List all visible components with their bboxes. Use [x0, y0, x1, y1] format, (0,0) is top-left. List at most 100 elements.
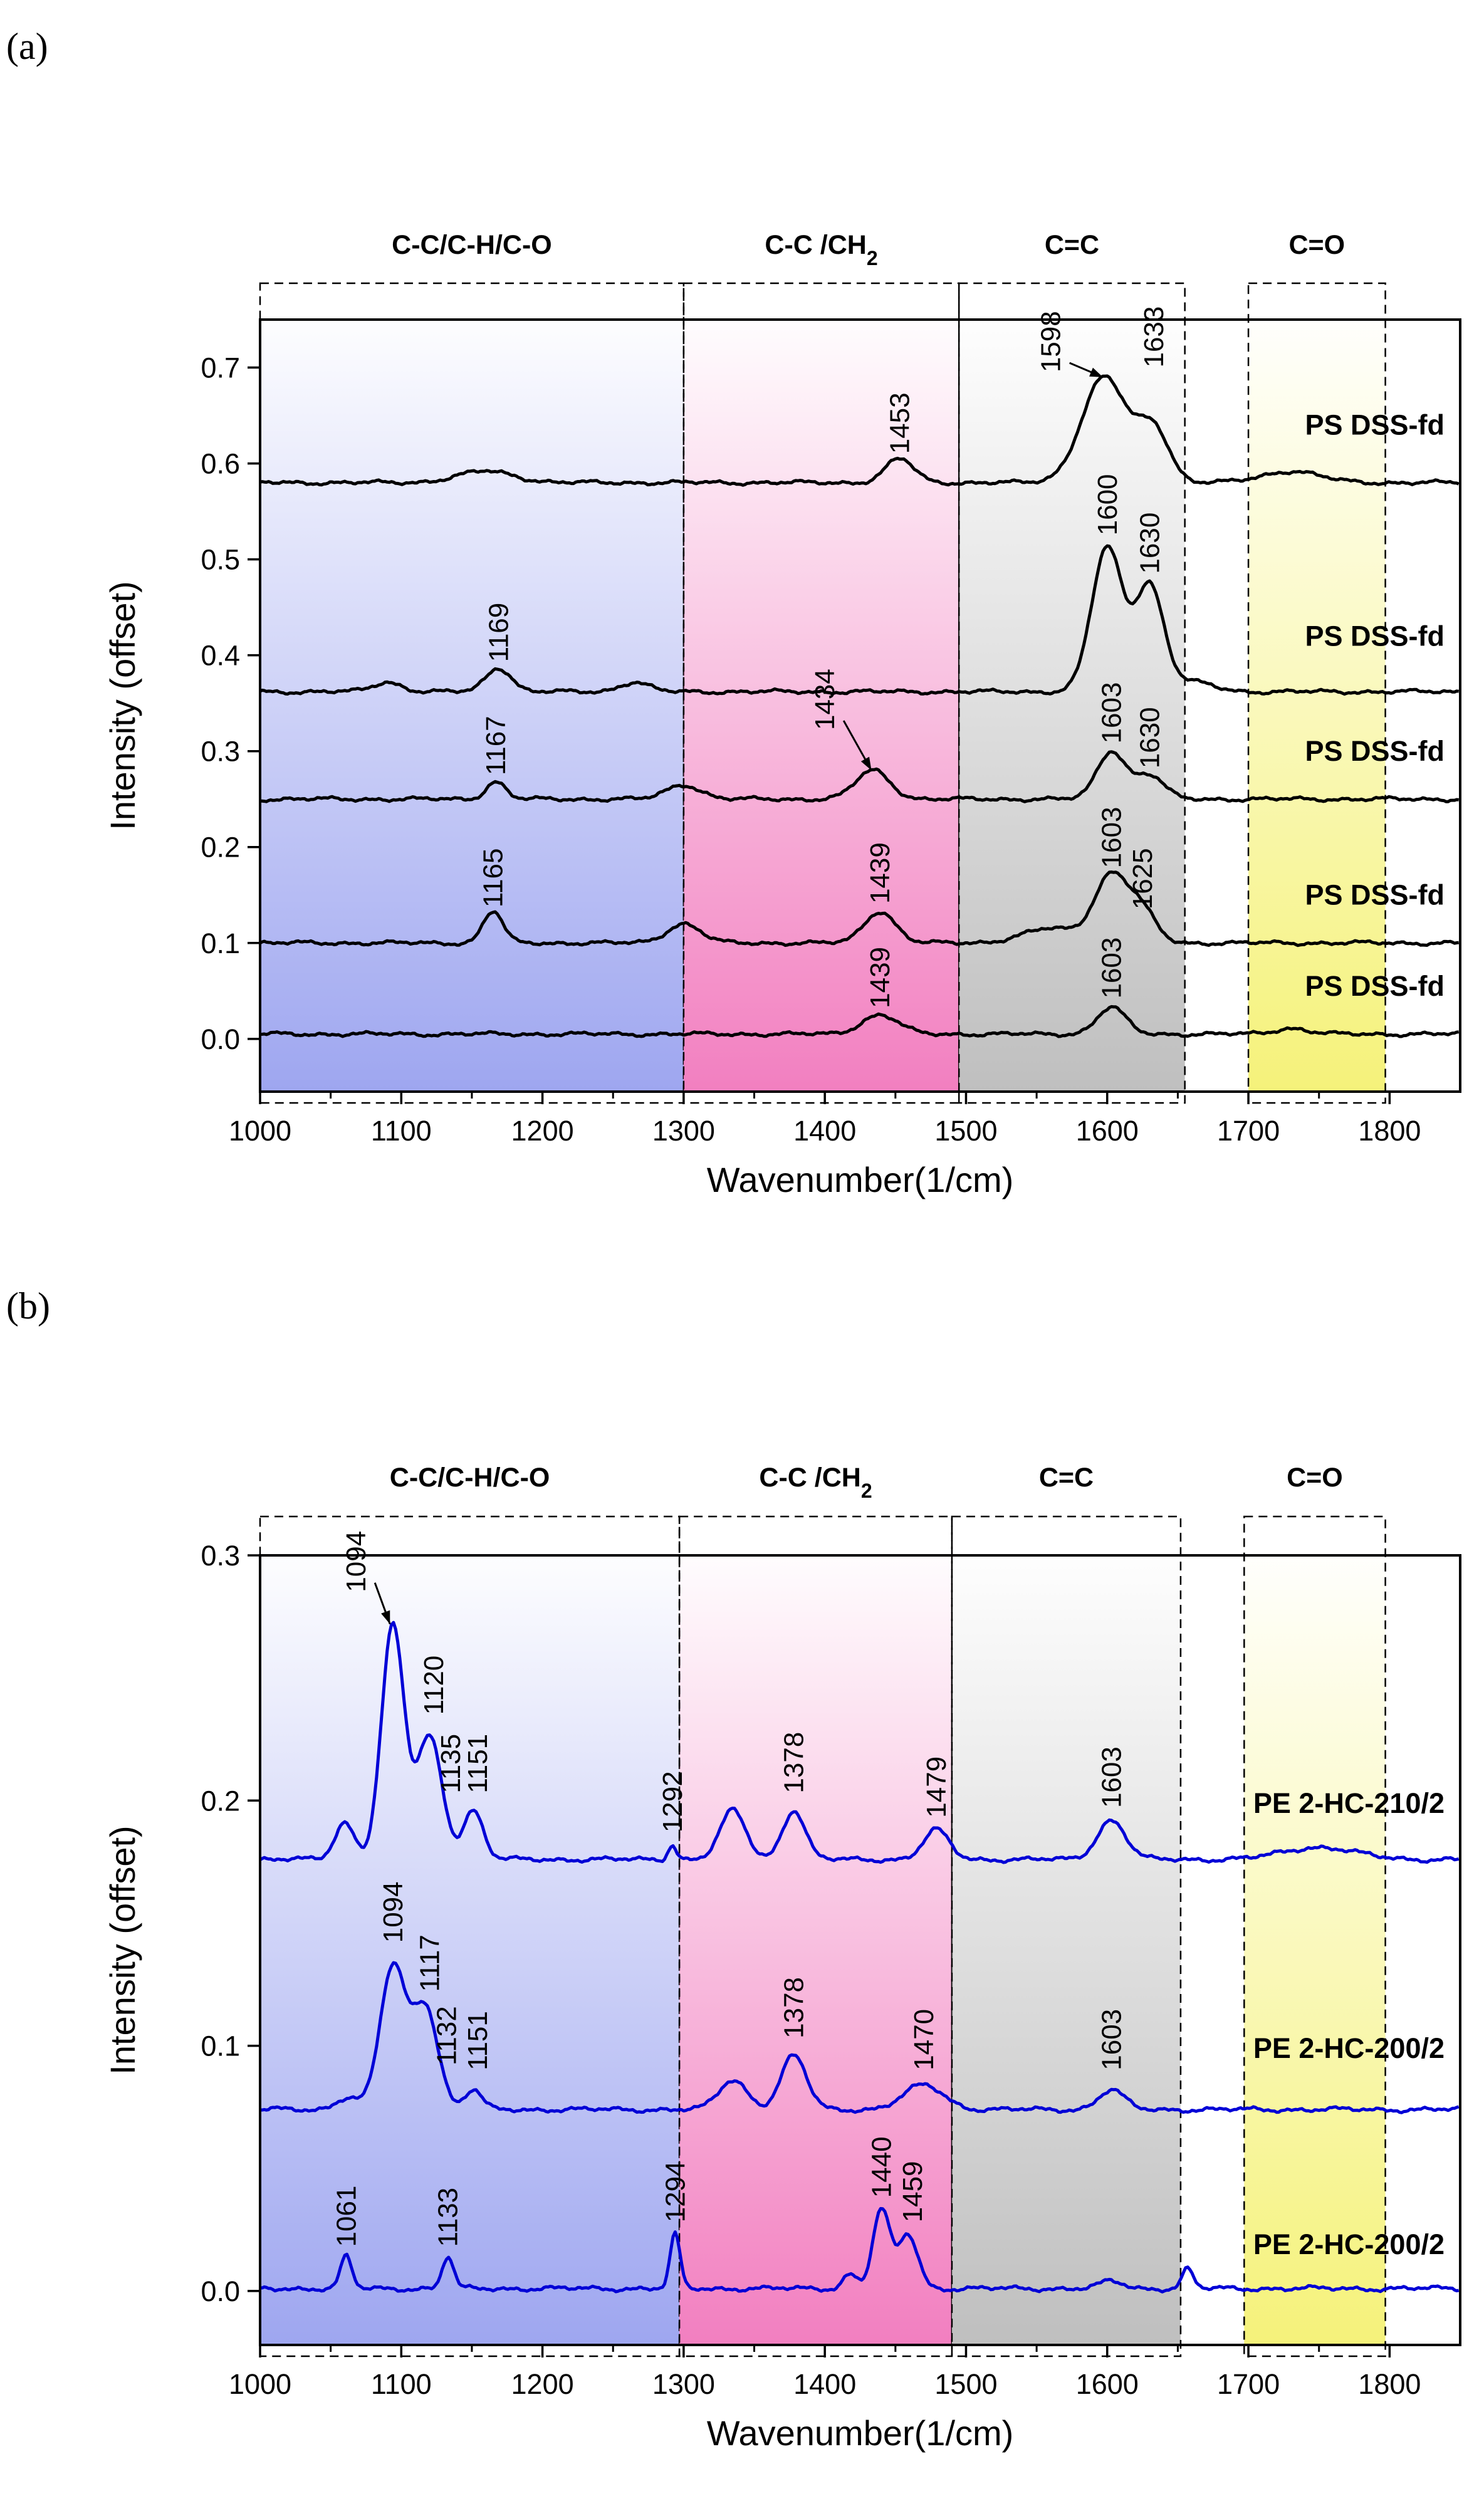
peak-label: 1378 [779, 1732, 810, 1793]
x-tick-label: 1400 [793, 2368, 856, 2400]
x-tick-label: 1800 [1358, 2368, 1421, 2400]
series-label: PE 2-HC-210/2 [1253, 1787, 1445, 1819]
region-dashed-box [951, 1515, 1182, 2357]
region-label-subscript: 2 [861, 1480, 872, 1502]
region-label-main: C=C [1045, 230, 1099, 260]
peak-label: 1167 [481, 716, 511, 775]
y-tick-label: 0.2 [201, 832, 240, 864]
series-label: PS DSS-fd [1305, 409, 1445, 441]
region-fill [260, 320, 684, 1092]
peak-label: 1151 [462, 1734, 493, 1793]
series-label: PS DSS-fd [1305, 735, 1445, 767]
peak-label: 1439 [865, 842, 896, 904]
peak-label: 1633 [1139, 306, 1169, 368]
region-label-main: C=C [1039, 1463, 1094, 1493]
peak-label: 1294 [660, 2161, 691, 2222]
y-tick-label: 0.2 [201, 1785, 240, 1817]
peak-label: 1061 [331, 2186, 362, 2247]
x-tick-label: 1800 [1358, 1115, 1421, 1147]
region-fill [679, 1555, 952, 2345]
peak-label: 1135 [436, 1734, 466, 1793]
series-label: PE 2-HC-200/2 [1253, 2032, 1445, 2064]
series-line [259, 2206, 1460, 2294]
x-tick-label: 1400 [793, 1115, 856, 1147]
region-fill [959, 320, 1185, 1092]
x-tick-label: 1600 [1076, 2368, 1139, 2400]
x-tick-label: 1300 [652, 2368, 715, 2400]
peak-label: 1434 [810, 669, 840, 730]
y-tick-label: 0.3 [201, 1540, 240, 1572]
x-tick-label: 1500 [934, 1115, 997, 1147]
region-label: C=C [1045, 230, 1099, 260]
peak-arrow-head [860, 756, 872, 771]
panel-a-label: (a) [6, 26, 48, 67]
series-label: PS DSS-fd [1305, 970, 1445, 1002]
series-line [259, 1621, 1460, 1864]
x-tick-label: 1600 [1076, 1115, 1139, 1147]
peak-label: 1470 [909, 2009, 939, 2070]
peak-arrow-head [1089, 367, 1104, 377]
region-label: C-C/C-H/C-O [390, 1463, 550, 1493]
peak-label: 1453 [885, 392, 916, 454]
peak-label: 1440 [866, 2136, 897, 2198]
peak-label: 1120 [419, 1656, 449, 1715]
y-tick-label: 0.0 [201, 1023, 240, 1055]
y-tick-label: 0.3 [201, 736, 240, 768]
region-label: C=O [1287, 1463, 1343, 1493]
peak-label: 1603 [1097, 1746, 1127, 1808]
series-line [259, 1961, 1460, 2114]
peak-arrow-head [381, 1610, 390, 1624]
series-line [260, 750, 1460, 803]
peak-label: 1117 [414, 1934, 445, 1992]
x-tick-label: 1100 [371, 2368, 432, 2400]
plot-frame [259, 1554, 1461, 2346]
peak-label: 1603 [1097, 937, 1127, 999]
y-tick-label: 0.1 [201, 927, 240, 959]
peak-label: 1603 [1097, 807, 1127, 869]
peak-label: 1169 [484, 603, 515, 662]
region-dashed-box [958, 282, 1186, 1104]
region-fill [1244, 1555, 1386, 2345]
chart-panel-a: C-C/C-H/C-O C-C /CH2 C=C C=O 1000 1100 1200 130… [103, 230, 1461, 1199]
x-axis-title: Wavenumber(1/cm) [707, 1160, 1014, 1199]
peak-label: 1603 [1097, 2009, 1127, 2070]
y-axis-title: Intensity (offset) [103, 1825, 142, 2074]
peak-label: 1439 [865, 947, 896, 1008]
series-label: PS DSS-fd [1305, 879, 1445, 911]
peak-label: 1625 [1127, 848, 1158, 909]
x-tick-label: 1100 [371, 1115, 432, 1147]
peak-label: 1479 [921, 1757, 952, 1818]
peak-label: 1378 [779, 1977, 810, 2039]
x-tick-label: 1700 [1217, 2368, 1280, 2400]
region-label-subscript: 2 [867, 247, 878, 269]
x-axis-title: Wavenumber(1/cm) [707, 2413, 1014, 2453]
region-label: C=O [1289, 230, 1346, 260]
region-fill [951, 1555, 1181, 2345]
series-line [259, 544, 1460, 696]
region-label-main: C-C/C-H/C-O [390, 1463, 550, 1493]
peak-label: 1132 [431, 2006, 462, 2065]
panel-b-label: (b) [6, 1285, 50, 1327]
peak-label: 1151 [462, 2011, 493, 2070]
region-label: C-C/C-H/C-O [392, 230, 552, 260]
region-label-main: C=O [1289, 230, 1346, 260]
chart-panel-b: C-C/C-H/C-O C-C /CH2 C=C C=O 1000 1100 1200 130… [103, 1463, 1461, 2453]
x-tick-label: 1500 [934, 2368, 997, 2400]
y-tick-label: 0.5 [201, 544, 240, 576]
y-tick-label: 0.7 [201, 352, 240, 384]
series-label: PS DSS-fd [1305, 620, 1445, 652]
x-tick-label: 1200 [511, 1115, 574, 1147]
peak-label: 1630 [1134, 707, 1165, 768]
series-line [259, 870, 1460, 948]
series-line [259, 374, 1460, 487]
peak-label: 1630 [1134, 513, 1165, 574]
region-fill [260, 1555, 680, 2345]
peak-label: 1292 [657, 1771, 688, 1832]
peak-label: 1094 [378, 1881, 409, 1943]
x-tick-label: 1200 [511, 2368, 574, 2400]
y-tick-label: 0.6 [201, 448, 240, 480]
region-label-main: C=O [1287, 1463, 1343, 1493]
x-tick-label: 1700 [1217, 1115, 1280, 1147]
y-axis-title: Intensity (offset) [103, 581, 142, 830]
series-label: PE 2-HC-200/2 [1253, 2228, 1445, 2260]
